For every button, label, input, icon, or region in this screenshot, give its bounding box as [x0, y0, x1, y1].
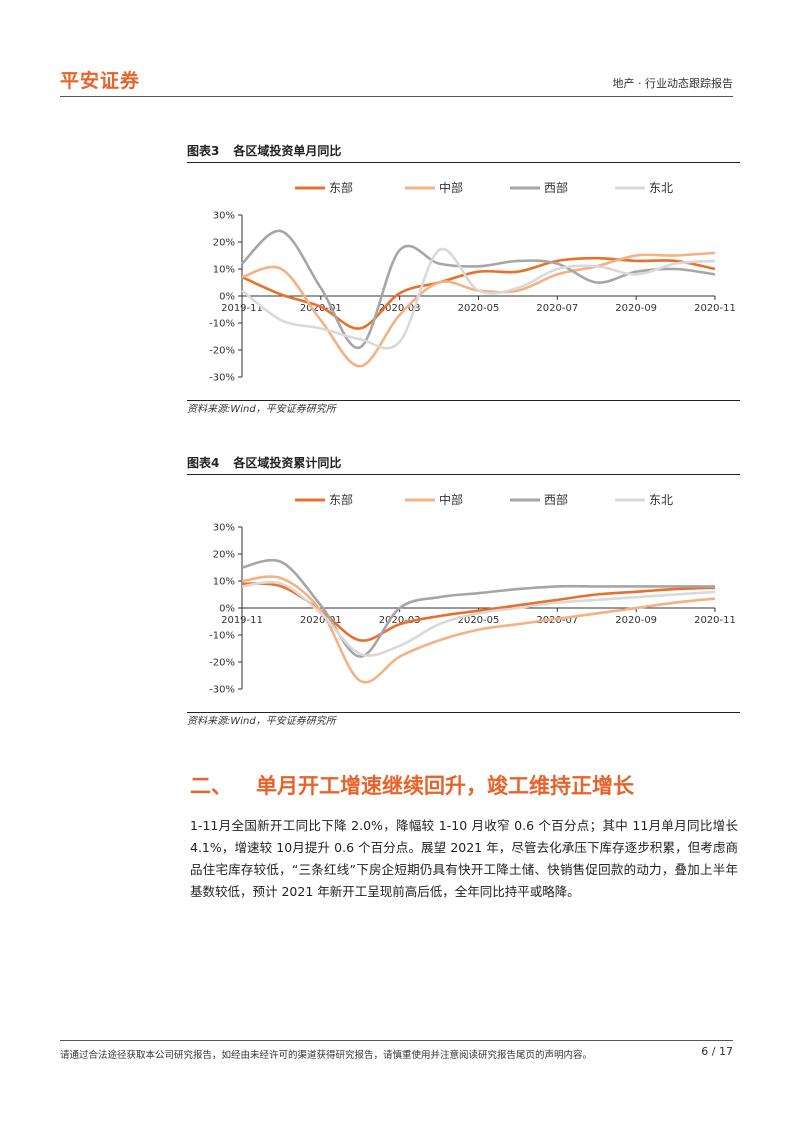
legend-label-1-0: 东部 [329, 492, 353, 507]
x-tick-label-1-3: 2020-05 [458, 615, 500, 626]
x-tick-label-0-3: 2020-05 [458, 303, 500, 314]
x-tick-label-0-1: 2020-01 [300, 303, 342, 314]
legend-label-0-0: 东部 [329, 180, 353, 195]
legend-label-0-3: 东北 [649, 181, 673, 195]
x-tick-label-1-4: 2020-07 [536, 615, 578, 626]
header-divider [60, 96, 733, 97]
x-tick-label-1-0: 2019-11 [221, 615, 263, 626]
series-line-0-3 [241, 247, 716, 350]
x-tick-label-0-0: 2019-11 [221, 303, 263, 314]
legend-label-0-2: 西部 [544, 180, 568, 195]
x-tick-label-1-5: 2020-09 [615, 615, 657, 626]
x-tick-label-1-6: 2020-11 [694, 615, 736, 626]
series-line-0-2 [241, 229, 716, 349]
series-line-0-0 [241, 256, 716, 330]
figure-4-title: 图表4 各区域投资累计同比 [187, 452, 740, 475]
x-tick-label-0-6: 2020-11 [694, 303, 736, 314]
series-line-1-3 [241, 580, 716, 657]
y-tick-label-1-6: -30% [209, 685, 235, 696]
x-tick-label-0-5: 2020-09 [615, 303, 657, 314]
x-tick-label-0-4: 2020-07 [536, 303, 578, 314]
section-heading: 二、 单月开工增速继续回升，竣工维持正增长 [190, 770, 634, 800]
figure-4: 图表4 各区域投资累计同比 东部 中部 西部 东北 30% 20% 10% 0% -10% -20%… [187, 452, 740, 731]
x-tick-label-1-2: 2020-03 [379, 615, 421, 626]
company-logo: 平安证券 [60, 70, 141, 92]
y-tick-label-1-0: 30% [213, 523, 235, 534]
legend-label-1-2: 西部 [544, 492, 568, 507]
y-tick-label-0-2: 10% [213, 265, 235, 276]
legend-label-0-1: 中部 [439, 180, 463, 195]
chart-monthly-yoy: 东部 中部 西部 东北 30% 20% 10% 0% -10% -20% -30% 2019-11 20… [209, 180, 736, 384]
figure-3-number: 图表3 [187, 144, 220, 158]
section-paragraph: 1-11月全国新开工同比下降 2.0%，降幅较 1-10 月收窄 0.6 个百分… [190, 818, 738, 899]
x-tick-label-1-1: 2020-01 [300, 615, 342, 626]
section-title-text: 单月开工增速继续回升，竣工维持正增长 [256, 774, 634, 798]
figure-3-source: 资料来源:Wind，平安证券研究所 [187, 400, 740, 419]
y-tick-label-1-2: 10% [213, 577, 235, 588]
figure-4-source: 资料来源:Wind，平安证券研究所 [187, 712, 740, 731]
series-line-1-2 [241, 558, 715, 658]
footer-disclaimer: 请通过合法途径获取本公司研究报告，如经由未经许可的渠道获得研究报告，请慎重使用并… [60, 1050, 593, 1061]
page-number: 6 / 17 [701, 1045, 733, 1058]
y-tick-label-1-3: 0% [219, 604, 235, 615]
chart-cumulative-yoy: 东部 中部 西部 东北 30% 20% 10% 0% -10% -20% -30% 2019-11 20… [209, 492, 736, 696]
y-tick-label-0-6: -30% [209, 373, 235, 384]
footer-divider [60, 1040, 733, 1041]
y-tick-label-0-1: 20% [213, 238, 235, 249]
figure-3-title-text: 各区域投资单月同比 [233, 144, 342, 158]
y-tick-label-0-5: -20% [209, 346, 235, 357]
report-type: 地产 · 行业动态跟踪报告 [612, 77, 734, 90]
y-tick-label-1-4: -10% [209, 631, 235, 642]
legend-label-1-3: 东北 [649, 493, 673, 507]
y-tick-label-1-5: -20% [209, 658, 235, 669]
figure-4-number: 图表4 [187, 456, 220, 470]
y-tick-label-0-4: -10% [209, 319, 235, 330]
section-number: 二、 [190, 774, 232, 798]
legend-label-1-1: 中部 [439, 492, 463, 507]
y-tick-label-0-0: 30% [213, 211, 235, 222]
figure-4-title-text: 各区域投资累计同比 [233, 456, 342, 470]
figure-3: 图表3 各区域投资单月同比 东部 中部 西部 东北 30% 20% 10% 0% -10% -20%… [187, 140, 740, 419]
series-line-1-1 [241, 575, 716, 684]
figure-3-title: 图表3 各区域投资单月同比 [187, 140, 740, 163]
y-tick-label-0-3: 0% [219, 292, 235, 303]
y-tick-label-1-1: 20% [213, 550, 235, 561]
x-tick-label-0-2: 2020-03 [379, 303, 421, 314]
